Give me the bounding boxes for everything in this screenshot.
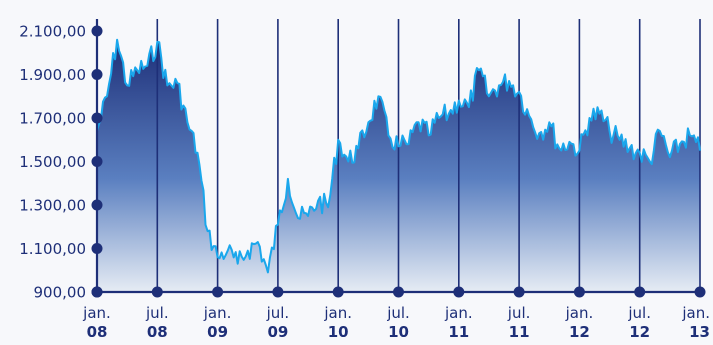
x-tick-month-label: jul. xyxy=(507,304,531,322)
x-tick-marker xyxy=(332,286,344,298)
y-tick-label: 1.300,00 xyxy=(19,197,86,215)
x-tick-year-label: 11 xyxy=(448,323,469,341)
x-tick-month-label: jan. xyxy=(444,304,473,322)
x-tick-year-label: 09 xyxy=(207,323,228,341)
x-tick-marker xyxy=(151,286,163,298)
x-tick-month-label: jan. xyxy=(565,304,594,322)
y-tick-marker xyxy=(91,69,103,80)
y-tick-label: 1.700,00 xyxy=(19,110,86,128)
x-tick-month-label: jul. xyxy=(386,304,410,322)
x-tick-marker xyxy=(212,286,224,298)
x-tick-year-label: 13 xyxy=(689,323,710,341)
x-tick-month-label: jul. xyxy=(145,304,169,322)
x-tick-month-label: jan. xyxy=(323,304,352,322)
x-tick-month-label: jan. xyxy=(82,304,111,322)
y-tick-marker xyxy=(91,25,103,37)
x-tick-year-label: 08 xyxy=(87,323,108,341)
y-tick-label: 1.900,00 xyxy=(19,66,86,84)
x-tick-month-label: jul. xyxy=(627,304,651,322)
y-tick-label: 900,00 xyxy=(34,284,87,302)
x-tick-year-label: 10 xyxy=(388,323,409,341)
x-tick-marker xyxy=(393,286,404,298)
x-tick-marker xyxy=(91,286,103,298)
y-tick-marker xyxy=(91,156,103,167)
y-tick-marker xyxy=(91,112,103,124)
x-tick-marker xyxy=(272,286,284,298)
x-tick-year-label: 12 xyxy=(569,323,590,341)
y-tick-marker xyxy=(91,243,103,254)
y-tick-marker xyxy=(91,199,103,211)
x-tick-year-label: 09 xyxy=(267,323,288,341)
x-tick-marker xyxy=(694,286,706,298)
x-tick-year-label: 08 xyxy=(147,323,168,341)
x-tick-marker xyxy=(453,286,465,298)
x-tick-year-label: 11 xyxy=(509,323,530,341)
x-tick-year-label: 10 xyxy=(328,323,349,341)
x-tick-month-label: jan. xyxy=(203,304,232,322)
x-tick-marker xyxy=(634,286,646,298)
x-tick-marker xyxy=(573,286,585,298)
x-tick-year-label: 12 xyxy=(629,323,650,341)
x-tick-month-label: jul. xyxy=(266,304,290,322)
x-tick-month-label: jan. xyxy=(681,304,710,322)
series-line xyxy=(96,38,701,274)
y-tick-label: 2.100,00 xyxy=(19,23,86,41)
y-tick-label: 1.500,00 xyxy=(19,153,86,171)
y-tick-label: 1.100,00 xyxy=(19,240,86,258)
x-tick-marker xyxy=(513,286,525,298)
